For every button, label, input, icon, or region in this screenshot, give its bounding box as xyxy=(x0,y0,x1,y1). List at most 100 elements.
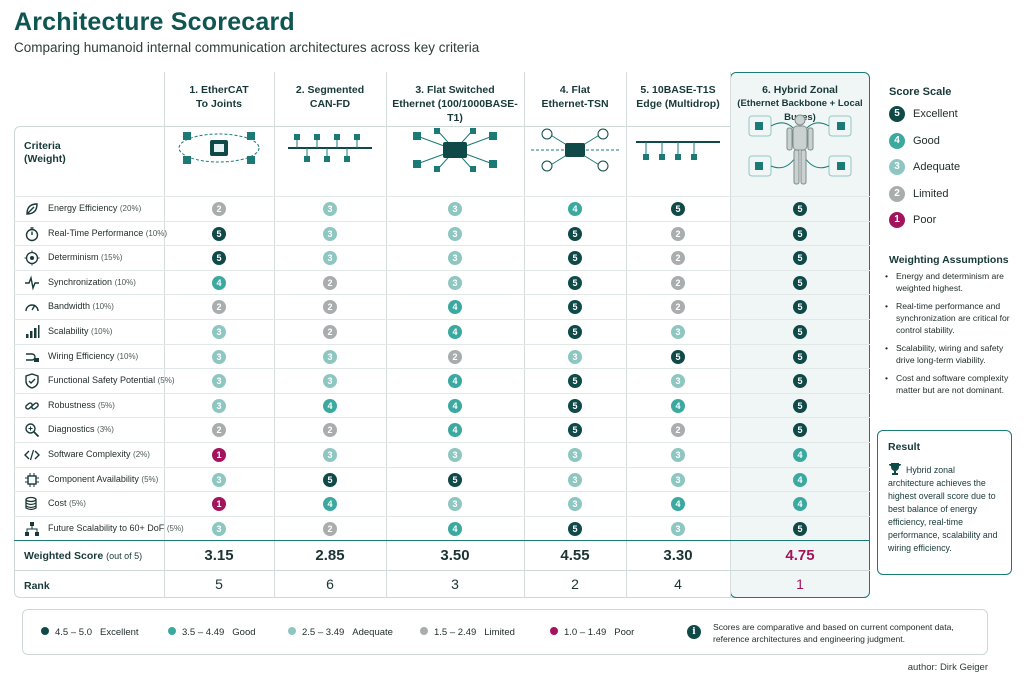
legend-bar: 4.5 – 5.0 Excellent 3.5 – 4.49 Good 2.5 – 3.… xyxy=(22,609,988,655)
architecture-header-3: 3. Flat Switched Ethernet (100/1000BASE-T… xyxy=(386,72,524,186)
column-divider xyxy=(626,72,627,598)
score-badge: 5 xyxy=(568,374,582,389)
score-badge: 5 xyxy=(793,300,807,315)
rank-value: 4 xyxy=(674,576,682,592)
score-scale-item: 2 Limited xyxy=(889,185,948,202)
architecture-subname: CAN-FD xyxy=(309,98,351,110)
architecture-name: 1. EtherCAT xyxy=(189,84,249,96)
score-badge: 4 xyxy=(448,398,462,413)
score-badge: 3 xyxy=(212,398,226,413)
criteria-label: Cost (5%) xyxy=(48,498,86,508)
criteria-label: Wiring Efficiency (10%) xyxy=(48,351,138,361)
score-badge: 5 xyxy=(323,472,337,487)
legend-range: 1.0 – 1.49 xyxy=(564,627,607,638)
score-badge: 5 xyxy=(568,423,582,438)
architecture-header-5: 5. 10BASE-T1S Edge (Multidrop) xyxy=(626,72,730,186)
score-badge: 4 xyxy=(448,423,462,438)
score-badge: 2 xyxy=(323,275,337,290)
score-badge: 5 xyxy=(793,325,807,339)
score-scale-item: 1 Poor xyxy=(889,212,936,228)
weighting-assumptions-list: Energy and determinism are weighted high… xyxy=(882,270,1014,402)
criteria-row: Software Complexity (2%) 1 3 3 3 3 4 xyxy=(14,442,870,467)
criteria-weight: (20%) xyxy=(119,204,142,213)
info-icon: i xyxy=(687,625,701,639)
architecture-header-6: 6. Hybrid Zonal (Ethernet Backbone + Loca… xyxy=(730,72,870,186)
legend-item: 2.5 – 3.49 Adequate xyxy=(288,627,393,638)
criteria-weight: (5%) xyxy=(141,474,159,484)
criteria-name: Bandwidth xyxy=(48,301,91,312)
score-badge: 3 xyxy=(671,374,685,389)
score-badge: 4 xyxy=(323,398,337,413)
score-badge: 5 xyxy=(793,275,807,290)
criteria-name: Energy Efficiency xyxy=(48,203,118,213)
criteria-row: Scalability (10%) 3 2 4 5 3 5 xyxy=(14,319,870,344)
criteria-row: Functional Safety Potential (5%) 3 3 4 5 3 5 xyxy=(14,368,870,393)
assumption-item: Scalability, wiring and safety drive lon… xyxy=(882,342,1014,366)
score-badge: 2 xyxy=(323,325,337,339)
architecture-subname: Ethernet-TSN xyxy=(541,98,609,110)
score-badge: 5 xyxy=(793,349,807,364)
legend-label: Limited xyxy=(484,627,515,638)
criteria-label: Software Complexity (2%) xyxy=(48,449,150,459)
score-badge: 1 xyxy=(212,448,226,462)
criteria-row: Real-Time Performance (10%) 5 3 3 5 2 5 xyxy=(14,220,870,246)
score-badge: 3 xyxy=(568,448,582,462)
score-scale-title: Score Scale xyxy=(889,86,952,98)
weighting-assumptions-title: Weighting Assumptions xyxy=(889,254,1009,266)
criteria-row: Cost (5%) 1 4 3 3 4 4 xyxy=(14,491,870,516)
page-title: Architecture Scorecard xyxy=(14,8,295,36)
score-badge: 5 xyxy=(793,251,807,266)
score-badge: 2 xyxy=(671,226,685,241)
column-divider xyxy=(164,72,165,598)
score-badge: 4 xyxy=(671,398,685,413)
score-scale-item: 4 Good xyxy=(889,132,940,149)
score-badge: 3 xyxy=(448,251,462,266)
legend-range: 1.5 – 2.49 xyxy=(434,627,477,638)
score-badge: 4 xyxy=(793,448,807,462)
legend-label: Adequate xyxy=(352,627,393,638)
criteria-label: Future Scalability to 60+ DoF (5%) xyxy=(48,523,184,533)
page-subtitle: Comparing humanoid internal communicatio… xyxy=(14,40,480,55)
score-scale-badge: 4 xyxy=(889,132,905,149)
assumption-item: Cost and software complexity matter but … xyxy=(882,372,1014,396)
column-divider xyxy=(386,72,387,598)
score-badge: 3 xyxy=(671,472,685,487)
criteria-name: Scalability xyxy=(48,326,89,336)
legend-label: Good xyxy=(232,627,256,638)
score-badge: 2 xyxy=(671,251,685,266)
criteria-row: Diagnostics (3%) 2 2 4 5 2 5 xyxy=(14,417,870,442)
criteria-weight: (10%) xyxy=(92,302,114,312)
criteria-weight: (10%) xyxy=(116,351,139,361)
criteria-name: Determinism xyxy=(48,252,99,263)
score-badge: 5 xyxy=(671,202,685,216)
weighted-score-suffix: (out of 5) xyxy=(106,551,143,561)
score-scale-badge: 2 xyxy=(889,185,905,202)
criteria-label: Energy Efficiency (20%) xyxy=(48,203,141,213)
legend-item: 1.5 – 2.49 Limited xyxy=(420,627,515,638)
criteria-label: Determinism (15%) xyxy=(48,252,122,262)
criteria-name: Functional Safety Potential xyxy=(48,375,156,386)
score-badge: 2 xyxy=(323,300,337,315)
architecture-name: 4. Flat xyxy=(559,84,591,96)
score-badge: 3 xyxy=(448,226,462,241)
weighted-score-value: 3.50 xyxy=(440,547,470,564)
score-badge: 2 xyxy=(671,275,685,290)
legend-range: 4.5 – 5.0 xyxy=(55,627,92,638)
score-badge: 5 xyxy=(212,251,226,266)
weighted-score-value: 4.75 xyxy=(785,547,815,564)
score-badge: 5 xyxy=(568,521,582,536)
criteria-weight: (5%) xyxy=(157,376,175,386)
scorecard-table: Criteria (Weight) 1. EtherCAT To Joints 2.… xyxy=(14,72,870,598)
rank-value: 5 xyxy=(215,576,223,592)
score-badge: 5 xyxy=(568,325,582,339)
score-badge: 5 xyxy=(793,374,807,389)
coins-icon xyxy=(24,496,40,512)
rank-label: Rank xyxy=(24,580,50,592)
score-badge: 3 xyxy=(323,448,337,462)
criteria-label: Component Availability (5%) xyxy=(48,474,158,484)
criteria-row: Robustness (5%) 3 4 4 5 4 5 xyxy=(14,392,870,418)
score-scale-item: 3 Adequate xyxy=(889,159,960,175)
score-badge: 5 xyxy=(568,275,582,290)
legend-label: Excellent xyxy=(99,627,139,638)
score-badge: 3 xyxy=(671,325,685,339)
